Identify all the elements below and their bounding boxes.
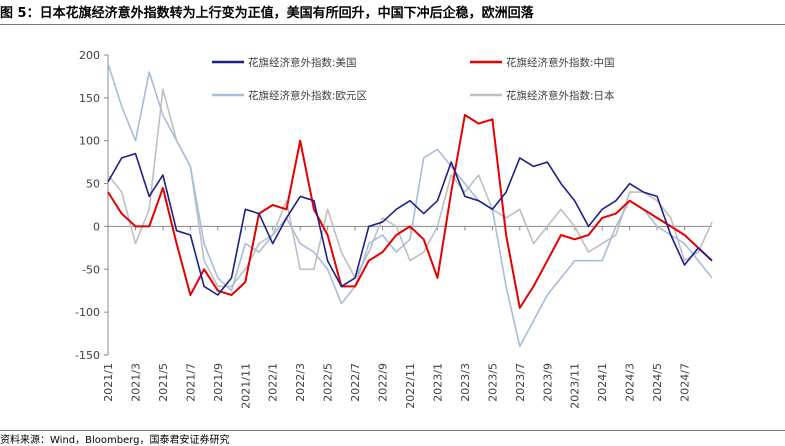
x-tick-label: 2022/9 bbox=[377, 363, 390, 402]
y-tick-label: 150 bbox=[79, 92, 100, 105]
y-tick-label: -100 bbox=[75, 306, 100, 319]
y-tick-label: 100 bbox=[79, 135, 100, 148]
x-tick-label: 2024/7 bbox=[679, 363, 692, 402]
series-line bbox=[107, 152, 713, 296]
y-tick-label: 50 bbox=[86, 178, 100, 191]
x-tick-label: 2022/3 bbox=[294, 363, 307, 402]
x-tick-label: 2023/7 bbox=[514, 363, 527, 402]
series-line bbox=[107, 114, 713, 309]
y-tick-label: -50 bbox=[82, 263, 100, 276]
title-divider bbox=[0, 24, 785, 25]
x-tick-label: 2023/5 bbox=[486, 363, 499, 402]
x-tick-label: 2023/3 bbox=[459, 363, 472, 402]
legend-label: 花旗经济意外指数:欧元区 bbox=[248, 89, 367, 102]
x-tick-label: 2024/3 bbox=[624, 363, 637, 402]
x-tick-label: 2021/5 bbox=[157, 363, 170, 402]
x-tick-label: 2023/9 bbox=[541, 363, 554, 402]
legend-label: 花旗经济意外指数:日本 bbox=[506, 89, 615, 102]
series-line bbox=[107, 63, 713, 348]
x-axis: 2021/1 2021/3 2021/5 2021/7 2021/9 2021/11 202… bbox=[102, 225, 712, 409]
x-tick-label: 2023/1 bbox=[431, 363, 444, 402]
series-layer bbox=[107, 63, 713, 348]
x-tick-label: 2022/5 bbox=[322, 363, 335, 402]
legend-label: 花旗经济意外指数:美国 bbox=[248, 56, 357, 69]
x-tick-label: 2021/3 bbox=[129, 363, 142, 402]
x-tick-label: 2021/7 bbox=[184, 363, 197, 402]
x-tick-label: 2022/7 bbox=[349, 363, 362, 402]
series-line bbox=[107, 88, 713, 288]
x-tick-label: 2023/11 bbox=[569, 363, 582, 409]
source-note: 资料来源：Wind，Bloomberg，国泰君安证券研究 bbox=[0, 435, 230, 446]
x-tick-label: 2021/1 bbox=[102, 363, 115, 402]
y-tick-label: 0 bbox=[93, 220, 100, 233]
source-divider bbox=[0, 430, 785, 431]
legend-label: 花旗经济意外指数:中国 bbox=[506, 56, 615, 69]
x-tick-label: 2024/1 bbox=[596, 363, 609, 402]
y-axis: 200 150 100 50 0 -50 -100 -150 bbox=[75, 49, 109, 362]
y-tick-label: 200 bbox=[79, 49, 100, 62]
x-tick-label: 2021/9 bbox=[212, 363, 225, 402]
x-tick-label: 2022/1 bbox=[267, 363, 280, 402]
x-tick-label: 2022/11 bbox=[404, 363, 417, 409]
x-tick-label: 2021/11 bbox=[239, 363, 252, 409]
figure-title: 图 5：日本花旗经济意外指数转为上行变为正值，美国有所回升，中国下冲后企稳，欧洲… bbox=[0, 6, 534, 21]
x-tick-label: 2024/5 bbox=[651, 363, 664, 402]
y-tick-label: -150 bbox=[75, 349, 100, 362]
